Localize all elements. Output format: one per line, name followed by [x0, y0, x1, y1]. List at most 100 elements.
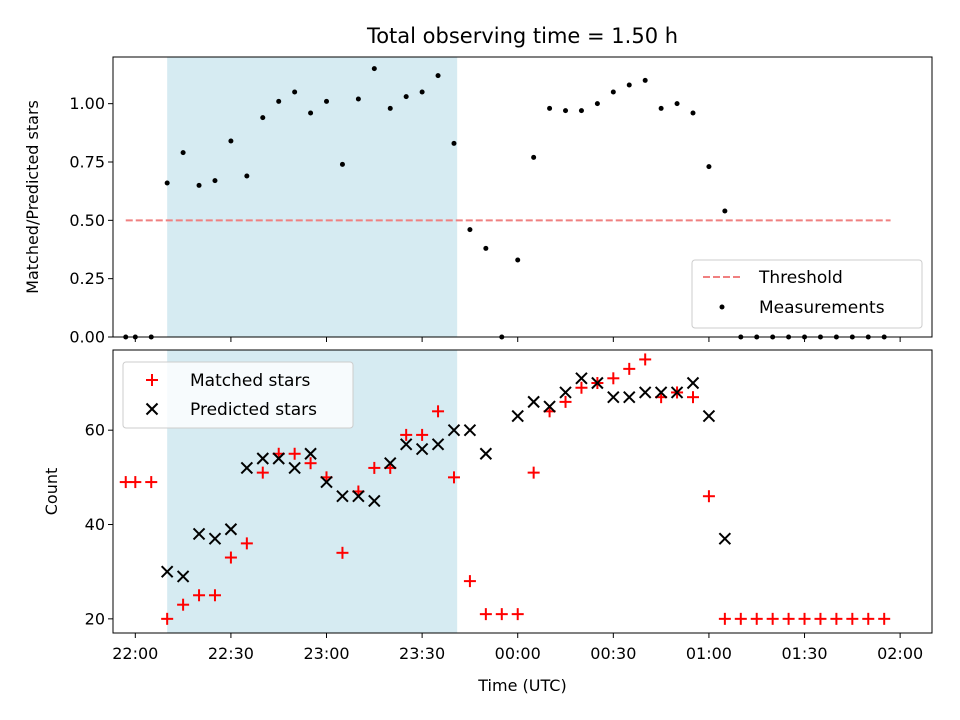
top-legend-measurements-label: Measurements	[759, 298, 885, 318]
top-y-tick-label: 0.00	[69, 328, 105, 347]
predicted-star-point	[479, 447, 493, 460]
bottom-plot-frame	[112, 349, 933, 634]
predicted-star-point	[527, 395, 540, 409]
measurement-point	[451, 140, 457, 146]
predicted-star-point	[702, 409, 716, 423]
bottom-x-tick-label: 23:30	[399, 644, 445, 663]
measurement-point	[180, 150, 186, 156]
predicted-star-point	[208, 532, 222, 545]
measurement-point	[403, 94, 409, 100]
matched-star-point	[782, 612, 795, 625]
predicted-star-point	[686, 376, 700, 390]
top-observing-window-shade	[167, 57, 458, 337]
top-y-axis: 0.00 0.25 0.50 0.75 1.00	[69, 94, 113, 347]
measurement-point	[339, 161, 345, 167]
predicted-star-point	[415, 442, 429, 456]
bottom-x-tick-label: 22:00	[112, 644, 158, 663]
measurement-point	[626, 82, 632, 88]
matched-star-point	[766, 612, 779, 625]
predicted-star-point	[352, 490, 365, 503]
matched-star-point	[161, 612, 174, 625]
bottom-x-tick-label: 01:30	[781, 644, 827, 663]
measurement-point	[563, 108, 569, 114]
bottom-legend-matched-swatch	[146, 374, 158, 386]
matched-star-point	[177, 598, 190, 611]
predicted-star-point	[256, 452, 269, 465]
measurement-point	[547, 105, 553, 111]
predicted-star-point	[463, 423, 477, 437]
measurement-point	[642, 77, 648, 83]
predicted-star-point	[336, 490, 349, 503]
predicted-star-point	[288, 461, 301, 475]
bottom-x-tick-label: 22:30	[208, 644, 254, 663]
bottom-x-tick-label: 01:00	[686, 644, 732, 663]
matched-star-point	[814, 612, 827, 625]
matched-star-point	[463, 575, 476, 588]
bottom-x-tick-label: 00:30	[590, 644, 636, 663]
predicted-star-point	[591, 376, 604, 390]
legend-x-marker	[145, 402, 159, 416]
measurement-point	[276, 98, 282, 104]
measurement-point	[387, 105, 393, 111]
top-y-tick-label: 0.50	[69, 211, 105, 230]
bottom-y-tick-label: 40	[85, 515, 105, 534]
measurement-point	[483, 245, 489, 251]
predicted-star-point	[543, 400, 556, 413]
measurement-point	[308, 110, 314, 116]
matched-star-point	[511, 608, 524, 621]
bottom-panel: 20 40 60 22:00 22:30 23:00 23:30 00:00 00:30 01:…	[42, 349, 933, 695]
predicted-star-point	[654, 386, 668, 399]
measurement-point	[531, 154, 537, 160]
matched-star-point	[527, 466, 540, 479]
matched-star-point	[240, 537, 253, 550]
predicted-star-point	[224, 523, 238, 536]
measurement-point	[292, 89, 298, 95]
predicted-star-point	[447, 423, 461, 437]
matched-star-point	[607, 372, 620, 385]
matched-star-point	[224, 551, 237, 564]
predicted-star-point	[607, 390, 620, 404]
top-y-tick-label: 0.25	[69, 269, 105, 288]
matched-star-point	[129, 476, 142, 489]
top-y-tick-label: 1.00	[69, 94, 105, 113]
matched-star-point	[432, 405, 445, 418]
bottom-x-axis-label: Time (UTC)	[477, 676, 566, 695]
bottom-legend-box	[122, 361, 354, 429]
measurement-point	[244, 173, 250, 179]
top-legend-threshold-label: Threshold	[758, 268, 843, 288]
matched-star-point	[559, 395, 572, 408]
predicted-star-point	[192, 527, 206, 541]
matched-star-point	[846, 612, 859, 625]
matched-star-point	[145, 476, 158, 489]
matched-star-point	[639, 353, 652, 366]
matched-star-point	[623, 362, 636, 375]
predicted-star-point	[240, 461, 254, 475]
matched-star-point	[878, 612, 891, 625]
matched-star-point	[718, 612, 731, 625]
top-y-tick-label: 0.75	[69, 153, 105, 172]
top-y-axis-label: Matched/Predicted stars	[23, 100, 42, 294]
measurement-point	[419, 89, 425, 95]
bottom-y-axis-label: Count	[42, 468, 61, 516]
matched-stars-points	[119, 353, 891, 625]
top-plot-frame	[112, 56, 933, 338]
measurement-point	[467, 227, 473, 233]
predicted-star-point	[160, 565, 174, 578]
bottom-x-tick-label: 23:00	[303, 644, 349, 663]
matched-star-point	[416, 428, 429, 441]
measurement-point	[594, 101, 600, 107]
measurement-point	[435, 73, 441, 79]
matched-star-point	[734, 612, 747, 625]
matched-star-point	[686, 391, 699, 404]
matched-star-point	[304, 457, 317, 470]
measurement-point	[690, 110, 696, 116]
predicted-star-point	[718, 532, 732, 545]
matched-star-point	[288, 447, 301, 460]
predicted-star-point	[431, 438, 445, 451]
measurement-point	[196, 182, 202, 188]
matched-star-point	[798, 612, 811, 625]
measurement-point	[212, 178, 218, 184]
predicted-star-point	[384, 456, 397, 470]
